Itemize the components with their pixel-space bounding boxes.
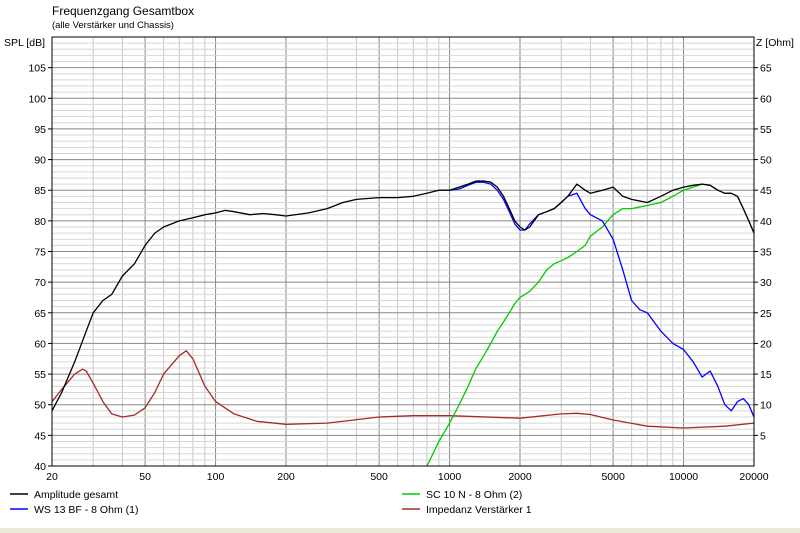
y-axis-label-left: SPL [dB]: [4, 37, 45, 49]
y-tick-label-left: 80: [34, 216, 46, 228]
series-lines: [51, 180, 755, 467]
y-axis-label-right: Z [Ohm]: [756, 37, 794, 49]
chart-title: Frequenzgang Gesamtbox: [52, 4, 194, 18]
y-tick-label-right: 65: [760, 63, 772, 75]
series-line-2: [449, 181, 755, 418]
x-tick-label: 20: [46, 471, 58, 483]
y-tick-label-left: 65: [34, 308, 46, 320]
y-tick-label-left: 90: [34, 155, 46, 167]
y-tick-label-left: 60: [34, 338, 46, 350]
y-tick-label-left: 100: [28, 93, 46, 105]
y-tick-label-left: 50: [34, 400, 46, 412]
grid-lines: [51, 37, 755, 466]
y-tick-label-right: 25: [760, 308, 772, 320]
x-tick-label: 2000: [508, 471, 532, 483]
axis-ticks: 20 50 100 200 500 1000 2000 5000 10000 20000 40 45 5…: [28, 63, 771, 483]
y-tick-label-left: 75: [34, 247, 46, 259]
y-tick-label-left: 40: [34, 461, 46, 473]
x-tick-label: 10000: [669, 471, 698, 483]
y-tick-label-left: 55: [34, 369, 46, 381]
x-tick-label: 500: [370, 471, 388, 483]
legend: Amplitude gesamt WS 13 BF - 8 Ohm (1) SC 1…: [10, 489, 532, 516]
y-tick-label-right: 55: [760, 124, 772, 136]
y-tick-label-left: 45: [34, 430, 46, 442]
y-tick-label-right: 5: [760, 430, 766, 442]
y-tick-label-left: 70: [34, 277, 46, 289]
legend-label: Impedanz Verstärker 1: [426, 504, 532, 516]
legend-label: SC 10 N - 8 Ohm (2): [426, 489, 522, 501]
y-tick-label-right: 50: [760, 155, 772, 167]
series-line-4: [51, 350, 755, 429]
x-tick-label: 50: [139, 471, 151, 483]
legend-label: Amplitude gesamt: [34, 489, 118, 501]
y-tick-label-left: 105: [28, 63, 46, 75]
y-tick-label-left: 95: [34, 124, 46, 136]
x-tick-label: 20000: [739, 471, 768, 483]
x-tick-label: 100: [207, 471, 225, 483]
y-tick-label-left: 85: [34, 185, 46, 197]
x-tick-label: 200: [277, 471, 295, 483]
y-tick-label-right: 40: [760, 216, 772, 228]
y-tick-label-right: 10: [760, 400, 772, 412]
legend-label: WS 13 BF - 8 Ohm (1): [34, 504, 138, 516]
y-tick-label-right: 20: [760, 338, 772, 350]
x-tick-label: 1000: [438, 471, 462, 483]
series-line-1: [51, 180, 755, 412]
y-tick-label-right: 45: [760, 185, 772, 197]
y-tick-label-right: 35: [760, 247, 772, 259]
y-tick-label-right: 15: [760, 369, 772, 381]
y-tick-label-right: 60: [760, 93, 772, 105]
chart-subtitle: (alle Verstärker und Chassis): [52, 20, 174, 31]
y-tick-label-right: 30: [760, 277, 772, 289]
x-tick-label: 5000: [601, 471, 625, 483]
